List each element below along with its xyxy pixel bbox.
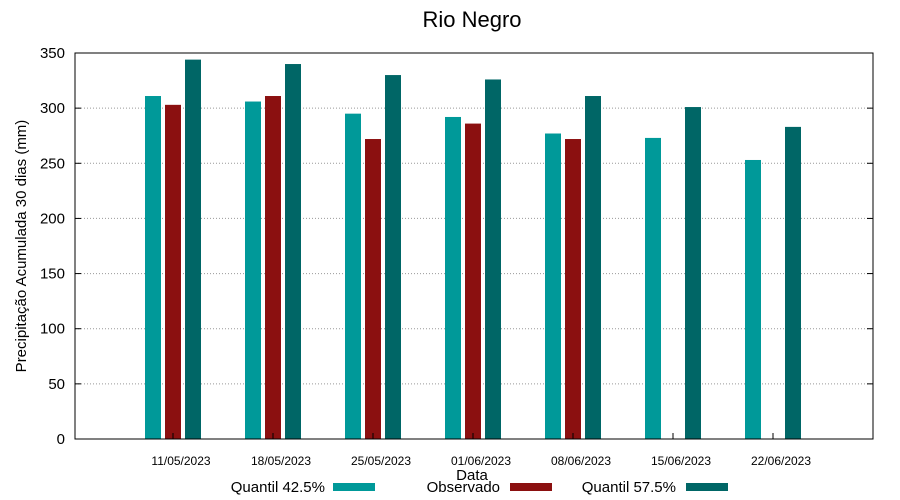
- y-axis-label: Precipitação Acumulada 30 dias (mm): [13, 120, 30, 373]
- bars: [145, 59, 801, 440]
- bar-quantil-57-5: [585, 96, 601, 440]
- x-axis-label: Data: [456, 467, 488, 484]
- bar-quantil-42-5: [445, 116, 461, 440]
- x-tick-label: 01/06/2023: [451, 454, 511, 468]
- y-tick-label: 100: [40, 321, 65, 338]
- x-tick-label: 11/05/2023: [151, 454, 210, 468]
- bar-quantil-42-5: [345, 113, 361, 440]
- bar-observado: [565, 139, 581, 439]
- x-tick-label: 22/06/2023: [751, 454, 811, 468]
- bar-quantil-57-5: [385, 75, 401, 440]
- bar-quantil-42-5: [545, 133, 561, 439]
- axis-ticks: 0 50 100 150 200 250 300 350 11/05/2023 18/05/202…: [40, 45, 873, 468]
- x-tick-label: 08/06/2023: [551, 454, 611, 468]
- bar-quantil-57-5: [785, 126, 801, 440]
- bar-observado: [465, 123, 481, 439]
- bar-quantil-42-5: [745, 159, 761, 439]
- x-tick-label: 25/05/2023: [351, 454, 411, 468]
- legend-label: Quantil 42.5%: [231, 479, 325, 496]
- bar-quantil-57-5: [185, 59, 201, 440]
- legend-label: Observado: [427, 479, 500, 496]
- bar-observado: [365, 139, 381, 439]
- y-tick-label: 50: [48, 376, 65, 393]
- bar-quantil-42-5: [245, 101, 261, 440]
- legend-swatch: [510, 483, 552, 491]
- legend: Quantil 42.5% Observado Quantil 57.5%: [231, 479, 728, 496]
- bar-observado: [165, 104, 181, 439]
- y-tick-label: 200: [40, 210, 65, 227]
- legend-swatch: [686, 483, 728, 491]
- bar-quantil-42-5: [145, 96, 161, 440]
- bar-quantil-57-5: [685, 107, 701, 439]
- bar-quantil-57-5: [285, 64, 301, 440]
- bar-quantil-57-5: [485, 79, 501, 440]
- bar-quantil-42-5: [645, 137, 661, 440]
- legend-label: Quantil 57.5%: [582, 479, 676, 496]
- chart-title: Rio Negro: [422, 7, 521, 32]
- y-tick-label: 350: [40, 45, 65, 62]
- x-tick-label: 18/05/2023: [251, 454, 311, 468]
- plot-frame: [74, 52, 874, 440]
- x-tick-label: 15/06/2023: [651, 454, 711, 468]
- legend-swatch: [333, 483, 375, 491]
- y-tick-label: 250: [40, 155, 65, 172]
- y-tick-label: 0: [57, 431, 65, 448]
- bar-observado: [265, 96, 281, 440]
- y-tick-label: 300: [40, 100, 65, 117]
- y-tick-label: 150: [40, 266, 65, 283]
